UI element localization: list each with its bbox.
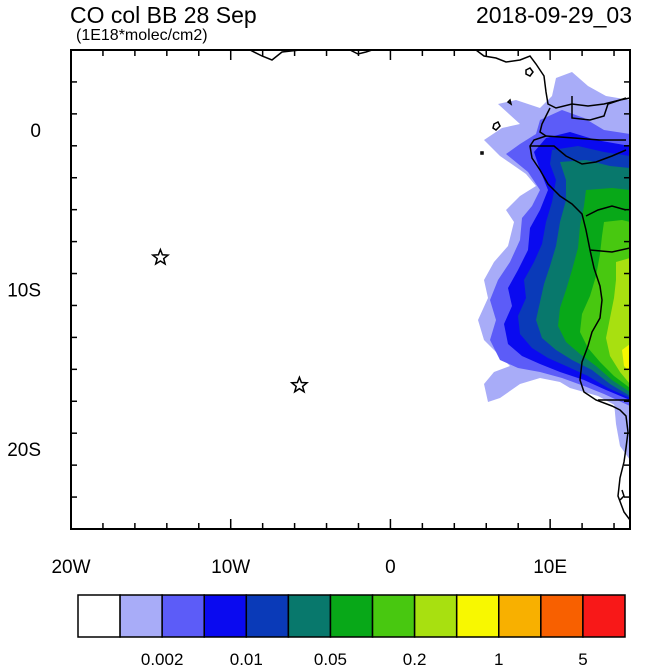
plot-datetime: 2018-09-29_03 (475, 2, 632, 28)
x-tick-label: 10W (211, 557, 250, 578)
colorbar-swatch (371, 594, 416, 638)
colorbar-swatch (287, 594, 332, 638)
plot-title: CO col BB 28 Sep (70, 2, 257, 28)
colorbar-swatch (245, 594, 290, 638)
y-tick-label: 20S (7, 440, 41, 461)
colorbar-label: 1 (494, 650, 503, 667)
colorbar-label: 5 (578, 650, 587, 667)
colorbar-swatch (540, 594, 584, 638)
colorbar-label: 0.05 (314, 650, 347, 667)
site-markers (150, 247, 309, 394)
colorbar-swatch (582, 594, 626, 638)
axis-ticks (70, 49, 630, 530)
colorbar-swatch (413, 594, 458, 638)
x-tick-label: 0 (385, 557, 396, 578)
colorbar-swatch (119, 594, 163, 638)
colorbar-label: 0.2 (403, 650, 427, 667)
colorbar: 0.002 0.01 0.05 0.2 1 5 (77, 594, 626, 667)
colorbar-label: 0.002 (141, 650, 184, 667)
coastline-west-africa-south (529, 107, 630, 521)
colorbar-swatch (498, 594, 542, 638)
coastlines (249, 50, 630, 521)
colorbar-label: 0.01 (230, 650, 263, 667)
colorbar-swatch (455, 594, 500, 638)
border-lines (530, 96, 630, 401)
plume-level-9 (622, 344, 630, 372)
co-plume-field (478, 72, 630, 460)
map-frame (70, 49, 631, 530)
axis-tick-labels: 20W 10W 0 10E 0 10S 20S (7, 121, 567, 578)
y-tick-label: 0 (30, 121, 41, 142)
x-tick-label: 10E (533, 557, 567, 578)
x-tick-label: 20W (51, 557, 90, 578)
islands (480, 67, 625, 501)
star-marker-1 (150, 247, 170, 266)
colorbar-swatch (203, 594, 248, 638)
star-marker-2 (289, 375, 309, 394)
plot-units: (1E18*molec/cm2) (76, 27, 208, 44)
colorbar-swatch (161, 594, 205, 638)
colorbar-swatch (329, 594, 374, 638)
colorbar-swatch (77, 594, 121, 638)
y-tick-label: 10S (7, 281, 41, 302)
